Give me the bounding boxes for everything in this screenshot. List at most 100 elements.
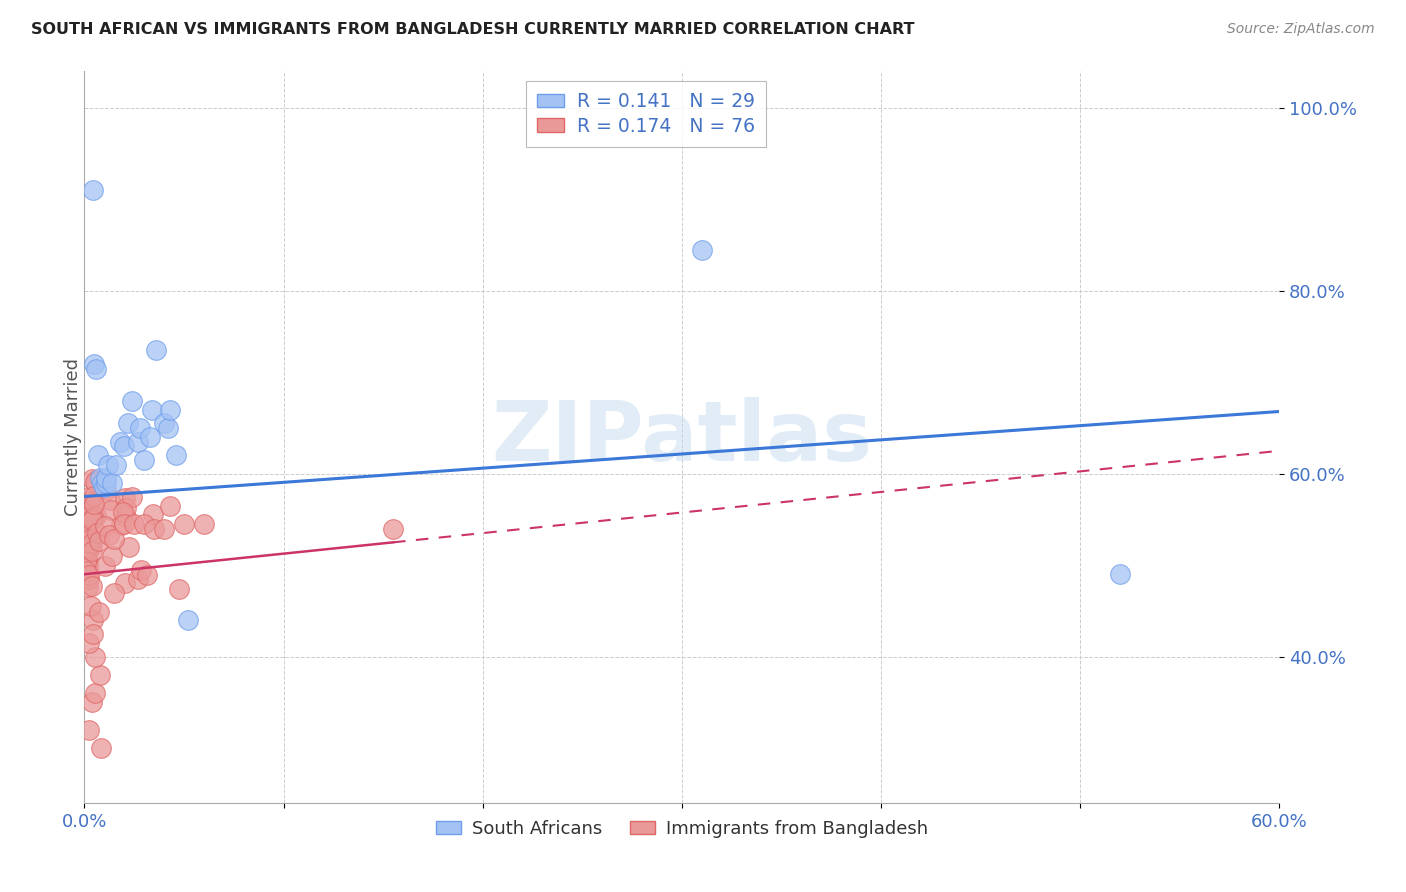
Point	[82, 472, 104, 486]
Point	[76, 510, 98, 524]
Point	[153, 417, 176, 431]
Point	[94, 483, 117, 497]
Point	[97, 458, 120, 472]
Point	[153, 521, 176, 535]
Point	[100, 503, 122, 517]
Point	[77, 723, 100, 737]
Point	[110, 434, 132, 449]
Point	[87, 605, 110, 619]
Point	[96, 475, 118, 490]
Point	[96, 471, 118, 485]
Point	[94, 519, 117, 533]
Point	[76, 521, 98, 535]
Point	[100, 549, 122, 563]
Point	[82, 544, 104, 558]
Point	[1109, 567, 1132, 582]
Point	[77, 537, 100, 551]
Point	[82, 626, 104, 640]
Point	[90, 740, 112, 755]
Text: SOUTH AFRICAN VS IMMIGRANTS FROM BANGLADESH CURRENTLY MARRIED CORRELATION CHART: SOUTH AFRICAN VS IMMIGRANTS FROM BANGLAD…	[31, 22, 914, 37]
Point	[82, 183, 104, 197]
Point	[141, 402, 163, 417]
Point	[139, 430, 162, 444]
Point	[79, 541, 101, 555]
Point	[112, 516, 135, 531]
Point	[159, 500, 181, 514]
Point	[94, 559, 117, 574]
Point	[121, 393, 143, 408]
Point	[103, 532, 125, 546]
Point	[79, 532, 101, 546]
Point	[82, 511, 104, 525]
Point	[79, 491, 101, 505]
Point	[112, 439, 135, 453]
Point	[382, 521, 405, 535]
Point	[76, 554, 98, 568]
Point	[76, 529, 98, 543]
Point	[143, 521, 166, 535]
Point	[83, 686, 105, 700]
Text: Source: ZipAtlas.com: Source: ZipAtlas.com	[1227, 22, 1375, 37]
Point	[76, 542, 98, 557]
Point	[77, 560, 100, 574]
Point	[86, 361, 108, 376]
Point	[136, 568, 159, 582]
Point	[91, 475, 114, 490]
Point	[122, 516, 145, 531]
Point	[173, 516, 195, 531]
Point	[77, 580, 100, 594]
Point	[84, 475, 107, 489]
Point	[103, 586, 125, 600]
Point	[114, 510, 136, 524]
Point	[114, 501, 136, 516]
Point	[121, 490, 143, 504]
Point	[97, 527, 120, 541]
Point	[129, 421, 152, 435]
Point	[127, 434, 149, 449]
Point	[105, 458, 128, 472]
Point	[77, 636, 100, 650]
Point	[169, 582, 191, 596]
Point	[84, 509, 107, 524]
Point	[79, 495, 101, 509]
Point	[77, 569, 100, 583]
Point	[82, 613, 104, 627]
Point	[79, 502, 101, 516]
Point	[165, 449, 187, 463]
Point	[93, 480, 115, 494]
Point	[110, 517, 132, 532]
Point	[80, 695, 103, 709]
Point	[86, 473, 108, 487]
Point	[77, 572, 100, 586]
Point	[77, 543, 100, 558]
Point	[132, 516, 156, 531]
Point	[177, 613, 200, 627]
Point	[83, 357, 105, 371]
Point	[89, 471, 111, 485]
Point	[142, 507, 165, 521]
Point	[83, 489, 105, 503]
Point	[132, 453, 156, 467]
Point	[89, 667, 111, 681]
Point	[87, 449, 110, 463]
Y-axis label: Currently Married: Currently Married	[65, 358, 82, 516]
Point	[114, 491, 136, 505]
Point	[127, 572, 149, 586]
Point	[80, 536, 103, 550]
Legend: South Africans, Immigrants from Bangladesh: South Africans, Immigrants from Banglade…	[429, 813, 935, 845]
Point	[86, 526, 108, 541]
Point	[84, 649, 107, 664]
Point	[114, 575, 136, 590]
Point	[157, 421, 180, 435]
Point	[193, 516, 215, 531]
Point	[98, 492, 121, 507]
Point	[77, 534, 100, 549]
Point	[118, 540, 141, 554]
Point	[80, 599, 103, 614]
Point	[159, 402, 181, 417]
Text: ZIPatlas: ZIPatlas	[492, 397, 872, 477]
Point	[82, 578, 104, 592]
Point	[75, 565, 97, 579]
Point	[111, 505, 134, 519]
Point	[690, 243, 713, 257]
